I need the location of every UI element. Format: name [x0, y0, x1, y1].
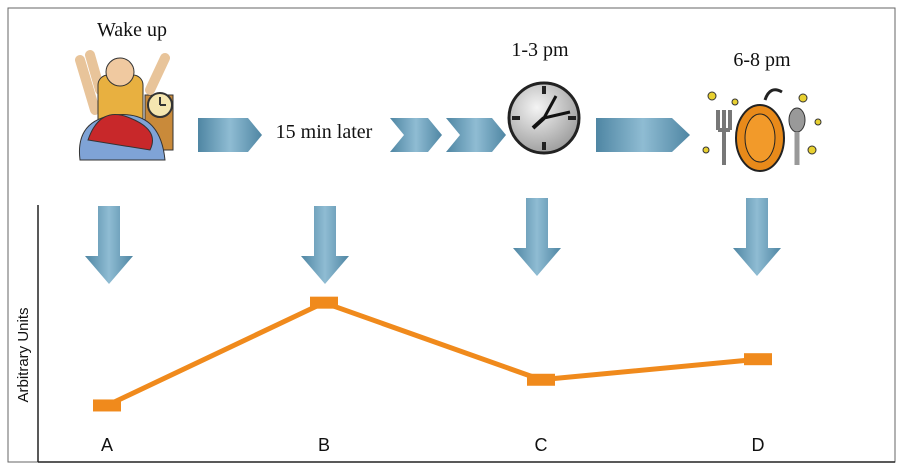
data-point — [527, 374, 555, 386]
caption: 6-8 pm — [733, 49, 791, 71]
down-arrows — [85, 198, 781, 284]
clock-icon — [509, 83, 579, 153]
caption: 1-3 pm — [511, 39, 569, 61]
caption: 15 min later — [276, 121, 373, 143]
data-point — [93, 399, 121, 411]
x-tick-label: B — [318, 435, 330, 455]
caption: Wake up — [97, 19, 167, 41]
page: Wake up 15 min later 1-3 pm 6-8 pm — [0, 0, 902, 468]
figure: Wake up 15 min later 1-3 pm 6-8 pm — [0, 0, 902, 468]
timeline-arrows — [198, 118, 690, 152]
x-tick-label: D — [752, 435, 765, 455]
data-line — [107, 303, 758, 406]
data-point — [310, 297, 338, 309]
x-tick-label: A — [101, 435, 113, 455]
x-tick-label: C — [535, 435, 548, 455]
wake-up-icon — [79, 55, 173, 160]
y-axis-title: Arbitrary Units — [15, 307, 32, 402]
meal-icon — [703, 90, 821, 171]
data-point — [744, 353, 772, 365]
